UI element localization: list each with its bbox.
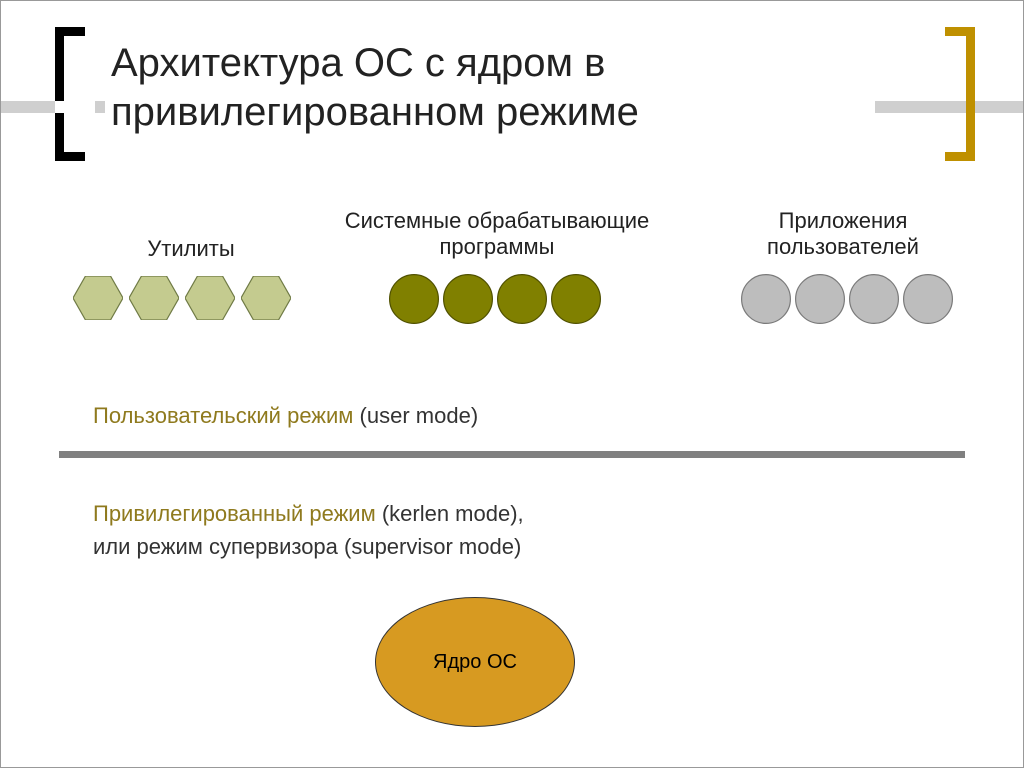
user-mode-accent: Пользовательский режим [93, 403, 360, 428]
group-label-user-apps: Приложения пользователей [723, 208, 963, 261]
mode-divider [59, 451, 965, 458]
utilities-shape [129, 276, 179, 325]
system-programs-shape [551, 274, 601, 329]
user-apps-shape [903, 274, 953, 329]
user-apps-shape [849, 274, 899, 329]
utilities-shape [185, 276, 235, 325]
system-programs-shape [443, 274, 493, 329]
user-apps-shape [795, 274, 845, 329]
kernel-mode-paren: (kerlen mode), [382, 501, 524, 526]
slide: Архитектура ОС с ядром в привилегированн… [0, 0, 1024, 768]
kernel-ellipse: Ядро ОС [375, 597, 575, 727]
kernel-label: Ядро ОС [433, 651, 517, 674]
title-block: Архитектура ОС с ядром в привилегированн… [105, 37, 875, 139]
shape-row-system-programs [389, 274, 601, 329]
utilities-shape [73, 276, 123, 325]
group-label-system-programs: Системные обрабатывающие программы [327, 208, 667, 261]
title-stripe-cover [55, 101, 95, 113]
system-programs-shape [389, 274, 439, 329]
user-apps-shape [741, 274, 791, 329]
utilities-shape [241, 276, 291, 325]
shape-row-user-apps [741, 274, 953, 329]
kernel-mode-label: Привилегированный режим (kerlen mode), и… [93, 497, 524, 563]
user-mode-label: Пользовательский режим (user mode) [93, 403, 478, 429]
kernel-mode-line2: или режим супервизора (supervisor mode) [93, 530, 524, 563]
kernel-mode-accent: Привилегированный режим [93, 501, 382, 526]
user-mode-paren: (user mode) [360, 403, 479, 428]
system-programs-shape [497, 274, 547, 329]
bracket-right [945, 27, 975, 161]
page-title: Архитектура ОС с ядром в привилегированн… [111, 39, 869, 137]
shape-row-utilities [73, 276, 291, 325]
bracket-left [55, 27, 85, 161]
group-label-utilities: Утилиты [101, 236, 281, 262]
